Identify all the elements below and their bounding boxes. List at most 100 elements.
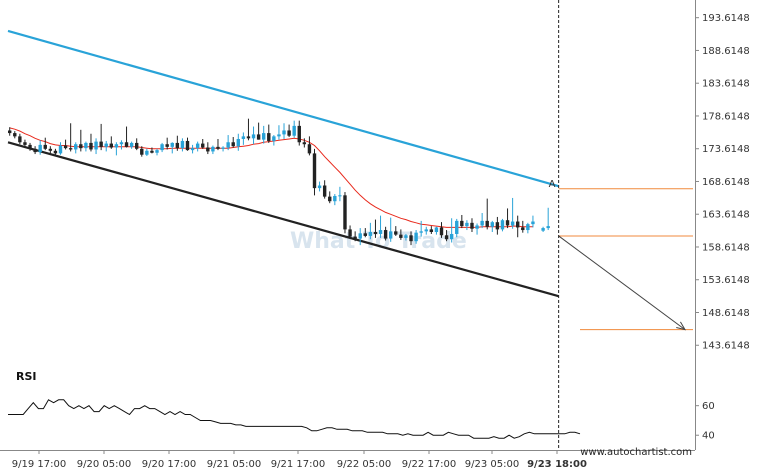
candle — [424, 226, 428, 235]
candle-body — [140, 148, 144, 155]
candle — [292, 120, 296, 138]
candle-body — [185, 140, 190, 151]
price-tick-label: 183.6148 — [702, 79, 750, 90]
candle-body — [277, 134, 281, 137]
price-tick-label: 178.6148 — [702, 111, 750, 122]
candle-body — [79, 144, 83, 149]
candle — [287, 124, 291, 138]
candle-body — [256, 134, 261, 140]
candle-body — [170, 142, 174, 147]
candle — [526, 222, 530, 234]
candle-body — [246, 136, 251, 139]
candle — [160, 142, 164, 153]
candle-body — [419, 231, 423, 233]
candle — [383, 226, 388, 241]
candle — [343, 192, 347, 234]
candle-body — [160, 144, 164, 151]
price-tick-label: 163.6148 — [702, 210, 750, 221]
candle — [190, 144, 195, 154]
candle-body — [409, 235, 413, 242]
candle-body — [109, 143, 113, 148]
candle — [505, 208, 510, 229]
candle-body — [8, 130, 12, 134]
candle — [429, 226, 434, 234]
candle — [206, 142, 210, 155]
candle — [333, 194, 337, 206]
candle-body — [505, 220, 510, 226]
candle — [84, 141, 88, 152]
candle-body — [490, 222, 494, 227]
candle — [404, 233, 408, 241]
candle-body — [84, 142, 88, 149]
candle-body — [114, 144, 119, 148]
footer-credit: www.autochartist.com — [580, 447, 692, 458]
candle — [358, 228, 362, 246]
candle — [394, 226, 398, 236]
candle-body — [363, 233, 367, 236]
candle — [475, 223, 479, 235]
candle — [129, 141, 134, 149]
candle-body — [28, 144, 32, 149]
candle-body — [53, 150, 58, 154]
candle-body — [322, 185, 327, 197]
candle — [414, 230, 418, 244]
candle-body — [18, 136, 22, 143]
candle-body — [317, 185, 322, 189]
time-tick-label: 9/22 17:00 — [402, 459, 456, 470]
candlesticks — [8, 118, 550, 246]
candle-body — [429, 229, 434, 233]
time-tick-label: 9/23 05:00 — [465, 459, 519, 470]
candle-body — [124, 142, 129, 147]
candle — [302, 138, 307, 148]
candle — [236, 133, 240, 151]
forecast-arrow-line — [558, 235, 686, 331]
candle-body — [394, 231, 398, 235]
rsi-panel: RSI 60 40 — [8, 370, 715, 442]
candle-body — [13, 133, 17, 137]
candle — [58, 142, 63, 155]
candle — [363, 228, 367, 238]
candle — [63, 139, 68, 150]
time-tick-label: 9/22 05:00 — [337, 459, 391, 470]
candle — [373, 219, 378, 238]
candle-body — [287, 130, 291, 136]
candle-body — [510, 221, 515, 226]
candle — [180, 138, 185, 152]
candle — [201, 138, 205, 149]
candle — [312, 148, 317, 196]
time-tick-label: 9/20 05:00 — [77, 459, 131, 470]
rsi-title: RSI — [16, 370, 37, 383]
candle — [99, 123, 103, 151]
candle — [28, 142, 32, 151]
price-tick-label: 158.6148 — [702, 242, 750, 253]
candle — [439, 222, 444, 238]
candle — [165, 137, 169, 150]
candle-body — [312, 153, 317, 189]
rsi-tick-label: 60 — [702, 401, 715, 412]
candle — [124, 126, 129, 148]
watermark: What To Trade — [290, 229, 467, 254]
candle-body — [38, 144, 42, 153]
candle-body — [104, 143, 108, 147]
time-tick-label: 9/21 05:00 — [207, 459, 261, 470]
candle — [246, 118, 251, 141]
candle-body — [399, 234, 403, 238]
candle-body — [358, 233, 362, 239]
price-tick-label: 153.6148 — [702, 275, 750, 286]
candle-body — [241, 136, 246, 139]
candle-body — [190, 148, 195, 151]
candle — [140, 146, 144, 157]
candle — [495, 216, 500, 235]
candle — [419, 220, 423, 237]
candle-body — [328, 196, 332, 202]
candle-body — [221, 147, 225, 149]
candle-body — [226, 142, 230, 148]
candle — [348, 225, 352, 239]
rsi-line — [8, 399, 581, 439]
watermark-text: What To Trade — [290, 229, 467, 254]
time-tick-label: 9/19 17:00 — [12, 459, 66, 470]
candle — [490, 220, 494, 233]
candle — [444, 230, 449, 242]
time-tick-label: 9/20 17:00 — [142, 459, 196, 470]
